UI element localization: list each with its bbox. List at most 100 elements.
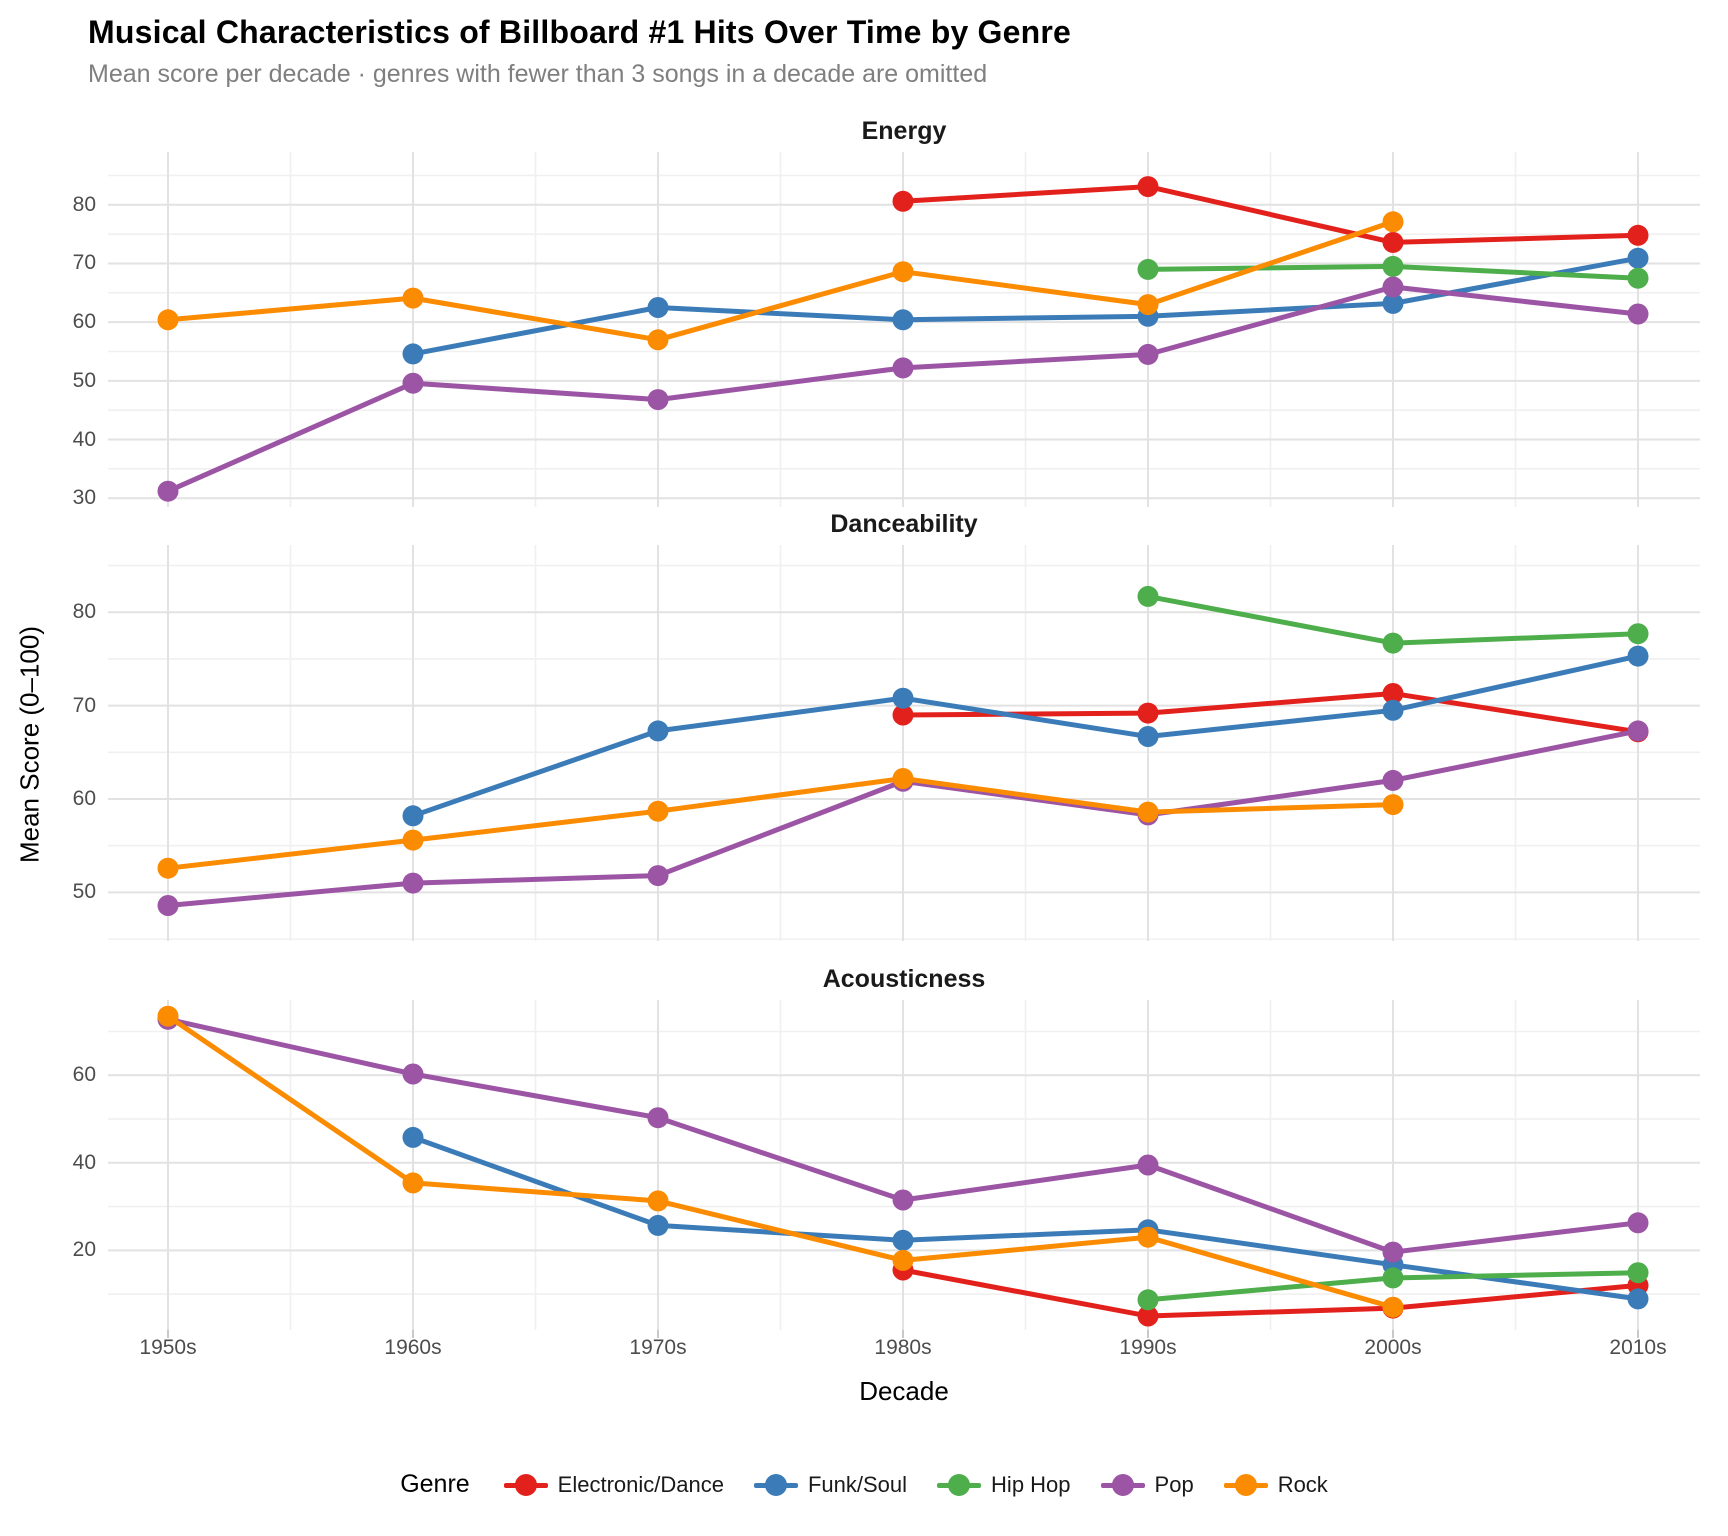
y-tick-label: 50 <box>72 880 96 904</box>
legend-key-electronic-dance-icon <box>503 1473 548 1497</box>
data-point-rock-1980s <box>892 1249 914 1271</box>
data-point-pop-2010s <box>1627 303 1649 325</box>
y-tick-label: 30 <box>72 486 96 510</box>
x-tick-label-1960s: 1960s <box>384 1336 442 1359</box>
facet-plot-energy <box>108 152 1700 507</box>
y-tick-label: 40 <box>72 1150 96 1174</box>
data-point-funk-soul-1970s <box>647 297 669 318</box>
facet-plot-acousticness <box>108 1000 1700 1338</box>
data-point-rock-1990s <box>1137 801 1159 823</box>
series-line-rock <box>165 776 1396 871</box>
y-axis-title: Mean Score (0–100) <box>14 625 45 864</box>
data-point-rock-2000s <box>1382 1296 1404 1318</box>
legend-label: Pop <box>1154 1471 1194 1497</box>
x-axis-title: Decade <box>859 1376 949 1406</box>
series-line-electronic-dance <box>900 1267 1641 1319</box>
data-point-pop-1990s <box>1137 1154 1159 1176</box>
data-point-funk-soul-2000s <box>1382 699 1404 721</box>
legend-key-pop-icon <box>1100 1473 1145 1497</box>
facet-title-acousticness: Acousticness <box>822 965 986 993</box>
data-point-electronic-dance-2000s <box>1382 683 1404 704</box>
x-tick-label-1980s: 1980s <box>874 1336 932 1359</box>
y-tick-label: 50 <box>72 368 96 392</box>
x-tick-label-2000s: 2000s <box>1364 1336 1422 1359</box>
data-point-rock-1980s <box>892 261 914 283</box>
x-tick-label-1970s: 1970s <box>629 1336 687 1359</box>
y-tick-label: 60 <box>72 310 96 334</box>
y-tick-label: 60 <box>72 787 96 811</box>
y-tick-label: 20 <box>72 1238 96 1262</box>
data-point-rock-1960s <box>402 1172 424 1194</box>
series-line-electronic-dance <box>900 184 1641 245</box>
data-point-funk-soul-1960s <box>402 805 424 827</box>
legend-item-pop: Pop <box>1100 1471 1194 1498</box>
data-point-pop-1970s <box>647 865 669 887</box>
data-point-hip-hop-2010s <box>1627 267 1649 289</box>
data-point-rock-1970s <box>647 1190 669 1212</box>
data-point-electronic-dance-2010s <box>1627 224 1649 246</box>
legend-label: Rock <box>1277 1471 1328 1497</box>
data-point-rock-1960s <box>402 829 424 851</box>
data-point-electronic-dance-2000s <box>1382 231 1404 253</box>
legend-item-funk-soul: Funk/Soul <box>753 1471 908 1498</box>
series-line-rock <box>165 1013 1396 1310</box>
legend-item-electronic-dance: Electronic/Dance <box>503 1472 724 1498</box>
series-line-funk-soul <box>410 653 1641 819</box>
data-point-funk-soul-2010s <box>1627 645 1649 667</box>
series-line-rock <box>165 219 1396 343</box>
data-point-funk-soul-1970s <box>647 1214 669 1236</box>
legend-key-rock-icon <box>1223 1473 1268 1497</box>
data-point-rock-1990s <box>1137 1226 1159 1248</box>
data-point-rock-1970s <box>647 329 669 351</box>
legend-key-funk-soul-icon <box>753 1473 798 1497</box>
data-point-pop-2010s <box>1627 1212 1649 1234</box>
legend-title: Genre <box>400 1470 470 1498</box>
data-point-funk-soul-1980s <box>892 687 914 709</box>
data-point-pop-2000s <box>1382 769 1404 791</box>
data-point-hip-hop-2010s <box>1627 1262 1649 1284</box>
data-point-funk-soul-2010s <box>1627 247 1649 269</box>
data-point-pop-1970s <box>647 389 669 411</box>
data-point-pop-1960s <box>402 872 424 894</box>
legend-key-hip-hop-icon <box>937 1473 982 1497</box>
legend-item-rock: Rock <box>1223 1471 1328 1498</box>
data-point-rock-1950s <box>157 309 179 331</box>
x-tick-label-2010s: 2010s <box>1609 1336 1667 1359</box>
y-tick-label: 70 <box>72 251 96 275</box>
data-point-funk-soul-1980s <box>892 1229 914 1251</box>
y-tick-label: 70 <box>72 693 96 717</box>
data-point-rock-1970s <box>647 800 669 822</box>
data-point-hip-hop-2000s <box>1382 1267 1404 1289</box>
series-line-funk-soul <box>410 255 1641 357</box>
data-point-electronic-dance-1980s <box>892 704 914 726</box>
data-point-pop-1980s <box>892 357 914 379</box>
x-tick-label-1990s: 1990s <box>1119 1336 1177 1359</box>
data-point-hip-hop-1990s <box>1137 585 1159 607</box>
data-point-hip-hop-2000s <box>1382 632 1404 654</box>
data-point-pop-1950s <box>157 480 179 502</box>
data-point-rock-1960s <box>402 287 424 309</box>
data-point-electronic-dance-1990s <box>1137 1305 1159 1327</box>
data-point-pop-2000s <box>1382 276 1404 298</box>
data-point-electronic-dance-1980s <box>892 190 914 212</box>
data-point-pop-1970s <box>647 1107 669 1129</box>
data-point-funk-soul-1990s <box>1137 726 1159 747</box>
series-line-electronic-dance <box>900 691 1641 735</box>
facet-title-danceability: Danceability <box>830 510 978 538</box>
data-point-pop-1960s <box>402 372 424 394</box>
y-tick-label: 80 <box>72 192 96 216</box>
data-point-funk-soul-1960s <box>402 343 424 365</box>
y-tick-label: 40 <box>72 427 96 451</box>
data-point-electronic-dance-1990s <box>1137 176 1159 198</box>
data-point-funk-soul-1980s <box>892 309 914 331</box>
legend-label: Funk/Soul <box>807 1471 908 1497</box>
data-point-rock-2000s <box>1382 211 1404 233</box>
data-point-funk-soul-1960s <box>402 1126 424 1148</box>
x-tick-label-1950s: 1950s <box>139 1336 197 1359</box>
data-point-pop-2010s <box>1627 720 1649 742</box>
data-point-funk-soul-2000s <box>1382 292 1404 314</box>
data-point-hip-hop-1990s <box>1137 1289 1159 1311</box>
data-point-pop-1990s <box>1137 343 1159 365</box>
y-tick-label: 80 <box>72 600 96 624</box>
